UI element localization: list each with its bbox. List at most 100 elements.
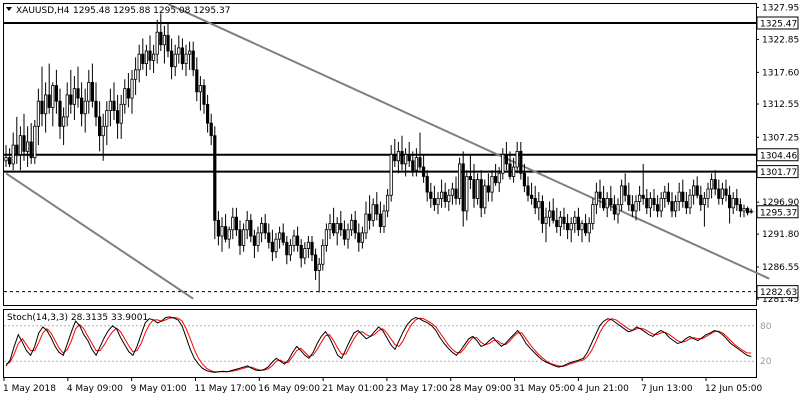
candle [584,214,588,237]
candle-body [313,254,318,271]
candle [249,214,253,243]
candle-body [659,197,663,212]
candle-body [501,154,505,174]
candle-body [274,238,278,253]
candle [349,214,354,237]
time-tick-label: 28 May 09:00 [450,384,512,394]
stochastic-panel: 80 20 [4,316,772,373]
candle [98,101,102,152]
candle [720,182,725,205]
candle-body [130,78,134,99]
candle-body [382,210,386,228]
candle-body [299,245,303,259]
candle [256,226,260,252]
candle [7,148,12,168]
candle-body [87,81,91,102]
candle-body [252,235,256,246]
candle [674,195,678,218]
candle-body [263,223,267,234]
candle [371,198,375,227]
candle [223,214,228,243]
candle-body [364,213,368,234]
candle [241,223,246,252]
candle [331,207,336,237]
candle [137,44,141,83]
candle [151,44,156,73]
candle [353,210,357,240]
candle [429,182,433,208]
price-tick-label: 1286.55 [762,263,799,273]
candle [155,19,159,64]
candle [569,217,573,243]
collapse-triangle-icon[interactable] [6,7,12,11]
candle [148,35,152,70]
candle [544,207,548,243]
candle-body [159,31,163,46]
time-tick-label: 1 May 2018 [3,384,56,394]
candle [177,35,181,64]
candle [123,79,127,114]
candle [609,185,613,211]
candle-body [385,194,390,212]
candle [191,41,195,77]
price-tick-label: 1317.60 [762,68,799,78]
candle-body [259,223,264,234]
candle [666,182,671,205]
horizontal-levels [4,22,756,293]
candle-body [346,229,350,240]
candle-body [497,172,501,184]
candle [605,192,609,218]
candle [461,151,465,227]
candle-body [450,188,455,196]
candle-body [663,191,667,199]
candle [364,201,368,240]
candle [573,210,577,233]
candle-body [457,163,462,199]
candle-body [627,194,631,206]
stoch-signal-line [5,316,752,373]
candle-body [317,263,321,271]
candle [475,173,480,205]
candle [713,170,717,196]
candle [580,220,584,243]
candle [267,223,271,249]
candle-body [116,110,120,124]
candle [87,69,91,114]
candle-body [90,81,94,102]
candle-body [645,197,649,209]
candle-body [155,31,159,55]
candle [44,82,48,133]
candle-body [493,176,498,184]
candle [443,182,447,208]
candle [105,101,109,146]
candle [317,257,321,293]
candle-body [634,201,638,212]
candle-body [512,166,516,177]
candle-body [699,194,703,206]
candle [562,207,566,230]
candle-body [742,208,746,212]
candle [425,170,429,202]
candle [688,188,692,215]
candle-body [389,154,393,196]
candle [378,201,383,233]
indicator-level-label: 80 [760,322,772,332]
candle [339,210,343,237]
candle-body [576,216,581,231]
time-tick-label: 21 May 01:00 [322,384,384,394]
symbol-label: XAUUSD,H4 [16,6,70,16]
candle-body [746,208,750,214]
candle-body [414,157,419,171]
candle-body [191,50,195,71]
candle [587,217,591,243]
candle-body [270,241,275,253]
candle [623,173,627,202]
candle-body [148,50,152,61]
candle [80,82,84,127]
candle-body [540,201,545,224]
candle-body [609,197,613,206]
candle-body [584,223,588,234]
candle-body [285,241,289,256]
candle [414,148,419,177]
candle [724,179,728,202]
